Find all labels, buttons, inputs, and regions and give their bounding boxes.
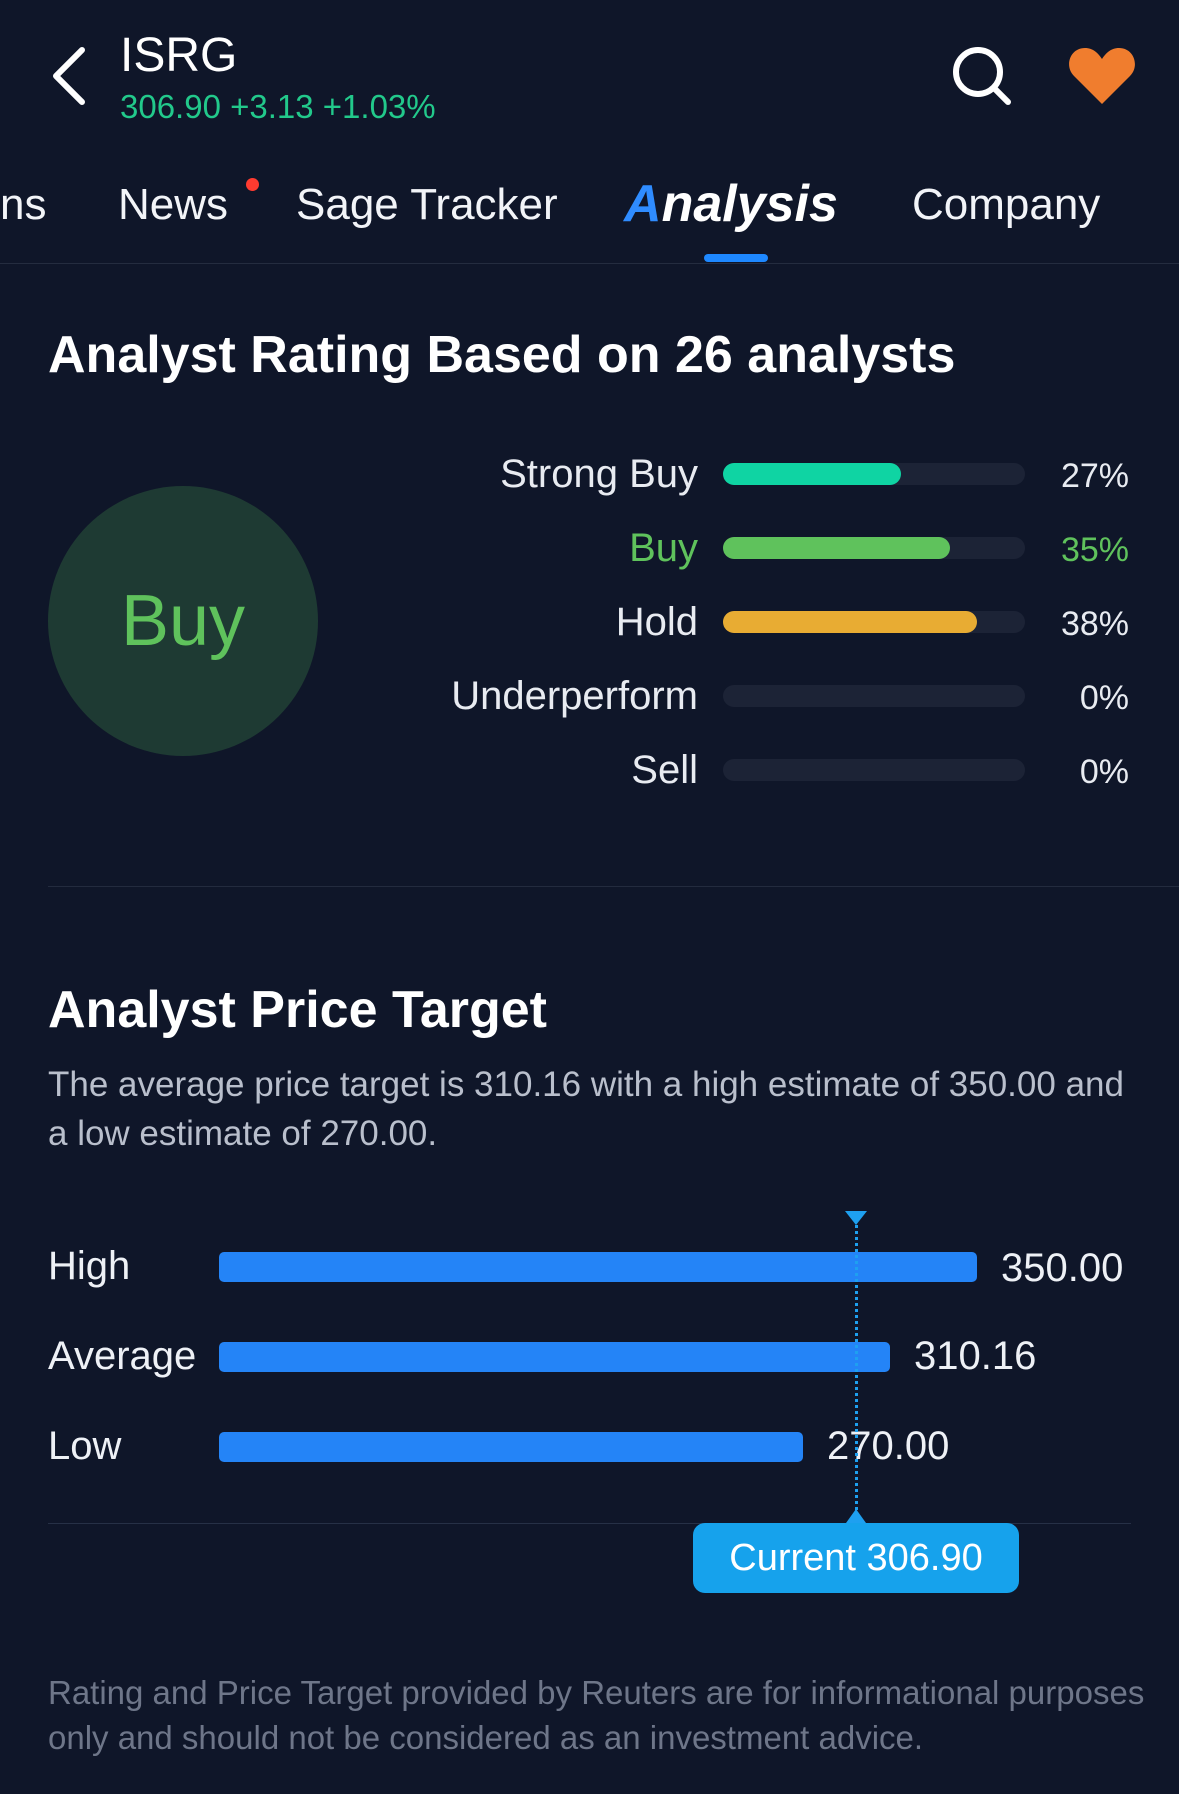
rating-pct-buy: 35% xyxy=(1060,531,1129,569)
high-label: High xyxy=(48,1244,131,1288)
low-label: Low xyxy=(48,1424,122,1468)
back-button[interactable] xyxy=(48,44,96,108)
rating-bar-underperform xyxy=(723,685,1025,707)
rating-label-underperform: Underperform xyxy=(451,674,698,718)
low-value: 270.00 xyxy=(827,1424,950,1468)
rating-bar-hold xyxy=(723,611,1025,633)
heart-icon xyxy=(1069,48,1135,104)
current-price-badge: Current 306.90 xyxy=(693,1523,1019,1593)
watchlist-button[interactable] xyxy=(1066,44,1138,108)
consensus-label: Buy xyxy=(120,581,246,661)
rating-bar-sell xyxy=(723,759,1025,781)
current-price-marker-bottom xyxy=(846,1509,866,1523)
search-icon xyxy=(953,47,1011,105)
price-target-baseline xyxy=(48,1523,1131,1524)
average-bar xyxy=(219,1342,890,1372)
rating-bar-strong-buy xyxy=(723,463,1025,485)
price-quote: 306.90 +3.13 +1.03% xyxy=(120,88,436,125)
current-price-line xyxy=(855,1218,858,1523)
tab-sage-tracker[interactable]: Sage Tracker xyxy=(296,180,558,229)
active-tab-indicator xyxy=(704,254,768,262)
tab-company[interactable]: Company xyxy=(912,180,1101,229)
high-bar xyxy=(219,1252,977,1282)
tab-options[interactable]: ns xyxy=(0,180,47,229)
back-icon xyxy=(53,47,85,105)
current-price-marker-top xyxy=(845,1211,867,1225)
rating-title: Analyst Rating Based on 26 analysts xyxy=(48,326,956,384)
average-label: Average xyxy=(48,1334,197,1378)
rating-pct-sell: 0% xyxy=(1079,753,1129,791)
notification-dot xyxy=(246,178,259,191)
rating-pct-underperform: 0% xyxy=(1079,679,1129,717)
average-value: 310.16 xyxy=(914,1334,1037,1378)
tab-divider xyxy=(0,263,1179,264)
section-divider xyxy=(48,886,1179,887)
rating-pct-hold: 38% xyxy=(1060,605,1129,643)
tab-analysis-first-letter: A xyxy=(624,175,662,233)
ticker-symbol: ISRG xyxy=(120,29,238,82)
rating-label-strong-buy: Strong Buy xyxy=(500,452,698,496)
rating-label-buy: Buy xyxy=(629,526,698,570)
low-bar xyxy=(219,1432,803,1462)
consensus-badge: Buy xyxy=(48,486,318,756)
price-target-description: The average price target is 310.16 with … xyxy=(48,1065,1124,1153)
tab-analysis-rest: nalysis xyxy=(661,175,838,233)
price-target-title: Analyst Price Target xyxy=(48,981,548,1039)
rating-label-hold: Hold xyxy=(615,600,698,644)
rating-pct-strong-buy: 27% xyxy=(1060,457,1129,495)
tab-analysis[interactable]: Analysis xyxy=(624,174,838,234)
rating-bar-fill-hold xyxy=(723,611,977,633)
disclaimer: Rating and Price Target provided by Reut… xyxy=(48,1674,1145,1756)
high-value: 350.00 xyxy=(1001,1246,1124,1290)
rating-label-sell: Sell xyxy=(631,748,698,792)
tab-news[interactable]: News xyxy=(118,180,229,229)
rating-bar-fill-buy xyxy=(723,537,950,559)
search-button[interactable] xyxy=(950,44,1014,108)
rating-bar-fill-strong-buy xyxy=(723,463,901,485)
rating-bar-buy xyxy=(723,537,1025,559)
